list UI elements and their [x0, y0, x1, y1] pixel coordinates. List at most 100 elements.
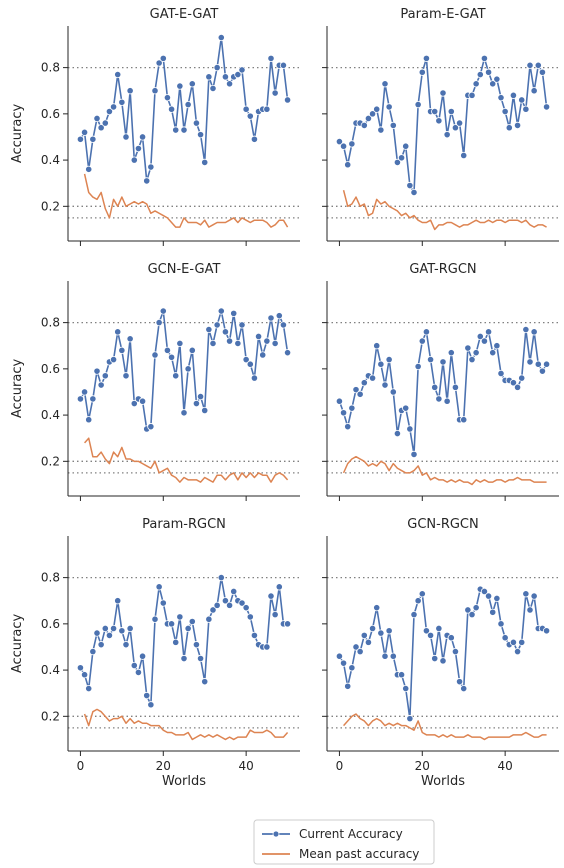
current-accuracy-point [126, 335, 134, 343]
current-accuracy-point [192, 641, 201, 649]
current-accuracy-point [192, 119, 201, 127]
current-accuracy-point [451, 647, 460, 656]
y-axis-label: Accuracy [10, 614, 25, 674]
current-accuracy-point [530, 87, 538, 95]
y-axis-label: Accuracy [10, 104, 25, 164]
current-accuracy-point [389, 652, 397, 660]
current-accuracy-point [348, 140, 356, 148]
current-accuracy-point [134, 144, 143, 153]
current-accuracy-point [254, 332, 263, 341]
current-accuracy-point [451, 124, 460, 132]
current-accuracy-point [80, 388, 89, 396]
current-accuracy-point [230, 309, 238, 317]
current-accuracy-point [385, 627, 393, 635]
current-accuracy-point [439, 657, 447, 665]
current-accuracy-point [242, 105, 250, 113]
current-accuracy-point [530, 328, 538, 336]
current-accuracy-point [493, 75, 501, 83]
current-accuracy-point [348, 404, 356, 412]
current-accuracy-point [76, 395, 85, 403]
current-accuracy-point [85, 416, 93, 424]
panel-title: Param-E-GAT [400, 7, 485, 22]
current-accuracy-point [522, 105, 530, 113]
y-tick-label: 0.8 [41, 571, 60, 585]
current-accuracy-point [468, 610, 476, 619]
y-tick-label: 0.6 [41, 362, 60, 376]
current-accuracy-point [126, 624, 134, 633]
current-accuracy-point [126, 87, 134, 95]
current-accuracy-point [373, 105, 381, 113]
current-accuracy-point [155, 59, 163, 67]
current-accuracy-point [201, 406, 209, 415]
mean-past-accuracy-line [343, 713, 547, 741]
current-accuracy-point [201, 158, 209, 166]
y-tick-label: 0.6 [41, 617, 60, 631]
current-accuracy-point [242, 604, 250, 612]
current-accuracy-point [335, 652, 344, 660]
current-accuracy-point [246, 112, 254, 120]
current-accuracy-point [167, 620, 176, 628]
current-accuracy-point [335, 137, 344, 146]
current-accuracy-point [410, 450, 418, 458]
current-accuracy-point [476, 332, 484, 341]
current-accuracy-point [105, 107, 114, 116]
current-accuracy-point [205, 73, 213, 81]
current-accuracy-point [101, 119, 109, 127]
current-accuracy-point [263, 105, 271, 113]
current-accuracy-point [180, 654, 188, 663]
current-accuracy-point [393, 429, 402, 438]
current-accuracy-point [484, 328, 493, 336]
current-accuracy-point [356, 647, 364, 656]
current-accuracy-point [373, 604, 381, 612]
current-accuracy-point [85, 684, 93, 693]
current-accuracy-point [138, 652, 147, 660]
current-accuracy-point [213, 321, 221, 329]
current-accuracy-point [89, 647, 97, 656]
current-accuracy-point [522, 590, 530, 598]
current-accuracy-point [275, 312, 283, 320]
current-accuracy-point [176, 613, 184, 621]
current-accuracy-point [151, 87, 159, 95]
current-accuracy-point [217, 574, 225, 582]
current-accuracy-point [114, 328, 122, 336]
current-accuracy-point [109, 624, 118, 633]
current-accuracy-point [80, 671, 89, 679]
current-accuracy-point [368, 110, 377, 118]
panel-title: GCN-RGCN [407, 517, 478, 532]
current-accuracy-point [93, 629, 101, 637]
current-accuracy-point [480, 54, 489, 62]
y-tick-label: 0.8 [41, 316, 60, 330]
current-accuracy-point [196, 131, 205, 139]
panel-6: GCN-RGCN 0 20 40 Worlds [322, 517, 559, 789]
y-tick-label: 0.4 [41, 663, 60, 677]
current-accuracy-point [518, 374, 526, 382]
current-accuracy-point [497, 94, 505, 102]
current-accuracy-point [180, 126, 188, 134]
current-accuracy-point [426, 631, 435, 640]
current-accuracy-point [118, 98, 126, 106]
current-accuracy-point [217, 307, 225, 315]
current-accuracy-point [80, 128, 89, 136]
current-accuracy-point [534, 360, 542, 368]
current-accuracy-point [134, 668, 143, 677]
current-accuracy-point [130, 661, 138, 670]
current-accuracy-point [196, 654, 205, 663]
current-accuracy-point [509, 379, 518, 387]
current-accuracy-point [377, 126, 385, 134]
current-accuracy-point [414, 101, 422, 109]
current-accuracy-point [439, 358, 447, 366]
current-accuracy-point [418, 337, 426, 345]
current-accuracy-point [238, 321, 246, 329]
current-accuracy-point [109, 355, 118, 364]
current-accuracy-point [76, 135, 85, 143]
current-accuracy-point [538, 367, 547, 375]
current-accuracy-point [122, 372, 130, 380]
current-accuracy-point [522, 325, 530, 334]
current-accuracy-point [101, 624, 109, 633]
current-accuracy-point [267, 314, 275, 322]
legend-mean-label: Mean past accuracy [299, 847, 419, 861]
y-tick-label: 0.2 [41, 709, 60, 723]
current-accuracy-point [484, 68, 493, 76]
current-accuracy-point [410, 188, 418, 197]
current-accuracy-point [205, 325, 213, 334]
